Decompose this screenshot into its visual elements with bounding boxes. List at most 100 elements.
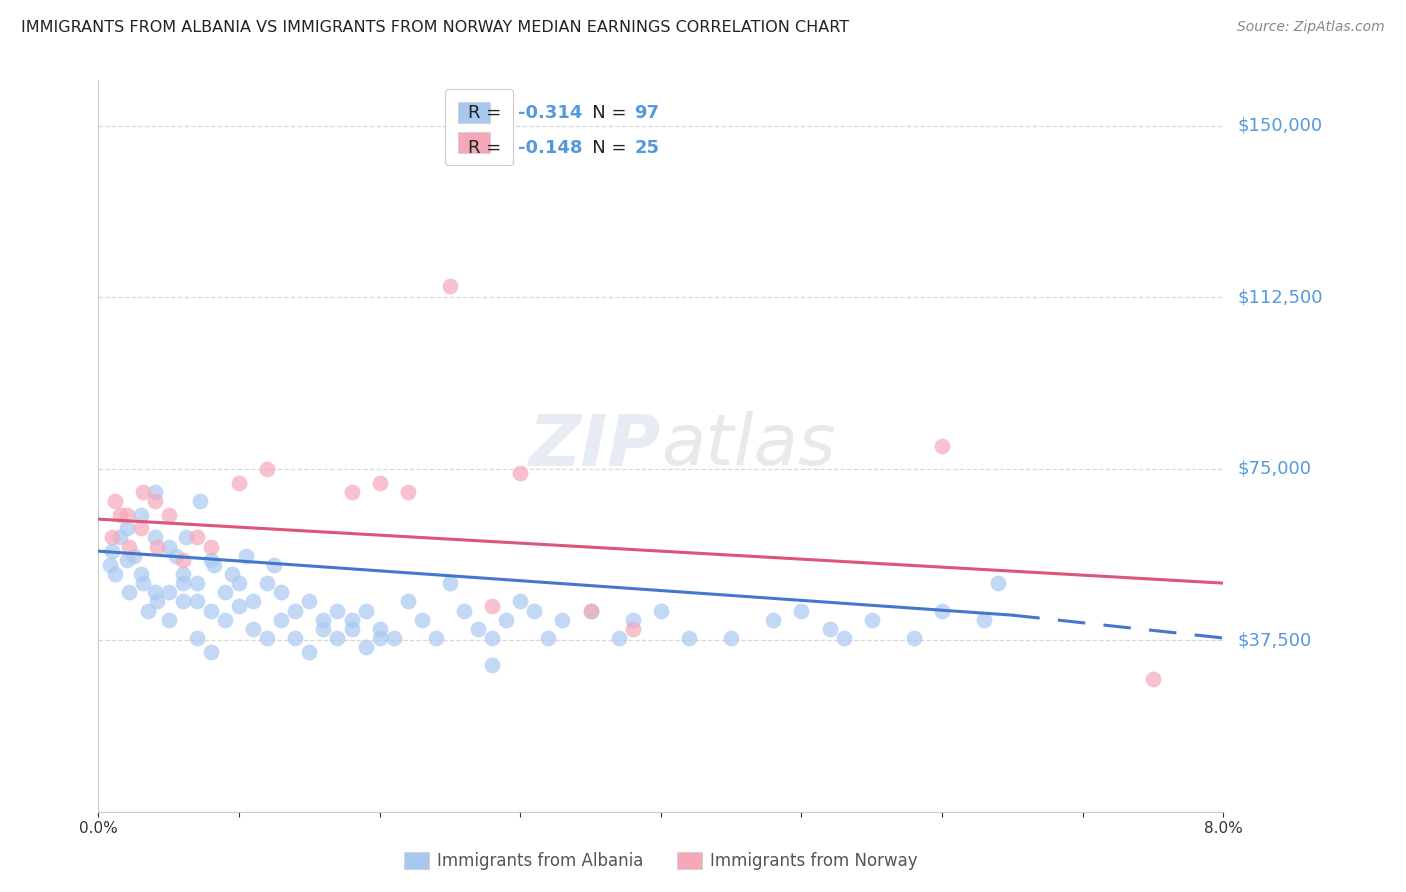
Point bbox=[284, 631, 307, 645]
Point bbox=[186, 631, 208, 645]
Point bbox=[98, 558, 121, 572]
Point bbox=[136, 603, 159, 617]
Text: Source: ZipAtlas.com: Source: ZipAtlas.com bbox=[1237, 20, 1385, 34]
Point bbox=[270, 585, 292, 599]
Point bbox=[165, 549, 187, 563]
Point bbox=[186, 594, 208, 608]
Point bbox=[132, 576, 155, 591]
Point bbox=[326, 603, 349, 617]
Point bbox=[312, 613, 335, 627]
Text: R =: R = bbox=[468, 139, 506, 157]
Point bbox=[172, 576, 194, 591]
Text: R =: R = bbox=[468, 103, 506, 121]
Point bbox=[340, 484, 363, 499]
Point bbox=[411, 613, 433, 627]
Point bbox=[931, 603, 953, 617]
Point bbox=[115, 553, 138, 567]
Point bbox=[157, 613, 180, 627]
Point bbox=[368, 475, 391, 490]
Point bbox=[368, 622, 391, 636]
Text: 97: 97 bbox=[634, 103, 659, 121]
Point bbox=[551, 613, 574, 627]
Point bbox=[509, 594, 531, 608]
Point bbox=[256, 576, 278, 591]
Point bbox=[523, 603, 546, 617]
Point bbox=[101, 530, 124, 544]
Point bbox=[607, 631, 630, 645]
Text: $37,500: $37,500 bbox=[1237, 632, 1312, 649]
Point bbox=[326, 631, 349, 645]
Point bbox=[174, 530, 197, 544]
Point bbox=[425, 631, 447, 645]
Point bbox=[172, 553, 194, 567]
Point bbox=[157, 540, 180, 554]
Point bbox=[186, 530, 208, 544]
Point bbox=[122, 549, 145, 563]
Point bbox=[214, 585, 236, 599]
Text: N =: N = bbox=[575, 139, 631, 157]
Point bbox=[298, 594, 321, 608]
Point bbox=[146, 540, 169, 554]
Point bbox=[157, 585, 180, 599]
Point bbox=[621, 622, 644, 636]
Point bbox=[368, 631, 391, 645]
Point bbox=[832, 631, 855, 645]
Point bbox=[382, 631, 405, 645]
Point bbox=[214, 613, 236, 627]
Point bbox=[235, 549, 257, 563]
Point bbox=[537, 631, 560, 645]
Text: atlas: atlas bbox=[661, 411, 835, 481]
Point bbox=[228, 599, 250, 613]
Point bbox=[987, 576, 1010, 591]
Text: 25: 25 bbox=[634, 139, 659, 157]
Point bbox=[720, 631, 742, 645]
Point bbox=[143, 585, 166, 599]
Point bbox=[579, 603, 602, 617]
Point bbox=[439, 279, 461, 293]
Point bbox=[108, 508, 131, 522]
Point bbox=[790, 603, 813, 617]
Point bbox=[481, 631, 503, 645]
Point bbox=[579, 603, 602, 617]
Point bbox=[495, 613, 517, 627]
Point bbox=[396, 484, 419, 499]
Text: IMMIGRANTS FROM ALBANIA VS IMMIGRANTS FROM NORWAY MEDIAN EARNINGS CORRELATION CH: IMMIGRANTS FROM ALBANIA VS IMMIGRANTS FR… bbox=[21, 20, 849, 35]
Point bbox=[621, 613, 644, 627]
Point bbox=[172, 594, 194, 608]
Point bbox=[263, 558, 285, 572]
Point bbox=[973, 613, 995, 627]
Point bbox=[242, 594, 264, 608]
Point bbox=[200, 540, 222, 554]
Text: -0.314: -0.314 bbox=[519, 103, 583, 121]
Legend: Immigrants from Albania, Immigrants from Norway: Immigrants from Albania, Immigrants from… bbox=[396, 845, 925, 877]
Point bbox=[439, 576, 461, 591]
Text: $112,500: $112,500 bbox=[1237, 288, 1323, 307]
Point bbox=[115, 521, 138, 535]
Point bbox=[340, 613, 363, 627]
Point bbox=[129, 508, 152, 522]
Point bbox=[270, 613, 292, 627]
Point bbox=[118, 585, 141, 599]
Point bbox=[157, 508, 180, 522]
Point bbox=[354, 603, 377, 617]
Point bbox=[221, 567, 243, 582]
Point bbox=[762, 613, 785, 627]
Point bbox=[129, 521, 152, 535]
Point bbox=[509, 467, 531, 481]
Text: $75,000: $75,000 bbox=[1237, 460, 1312, 478]
Text: $150,000: $150,000 bbox=[1237, 117, 1322, 135]
Point bbox=[143, 493, 166, 508]
Point bbox=[481, 599, 503, 613]
Point bbox=[143, 530, 166, 544]
Point bbox=[284, 603, 307, 617]
Text: -0.148: -0.148 bbox=[519, 139, 583, 157]
Point bbox=[200, 553, 222, 567]
Point bbox=[118, 540, 141, 554]
Text: N =: N = bbox=[575, 103, 631, 121]
Point bbox=[481, 658, 503, 673]
Point bbox=[143, 484, 166, 499]
Point bbox=[396, 594, 419, 608]
Point bbox=[200, 645, 222, 659]
Point bbox=[108, 530, 131, 544]
Point bbox=[467, 622, 489, 636]
